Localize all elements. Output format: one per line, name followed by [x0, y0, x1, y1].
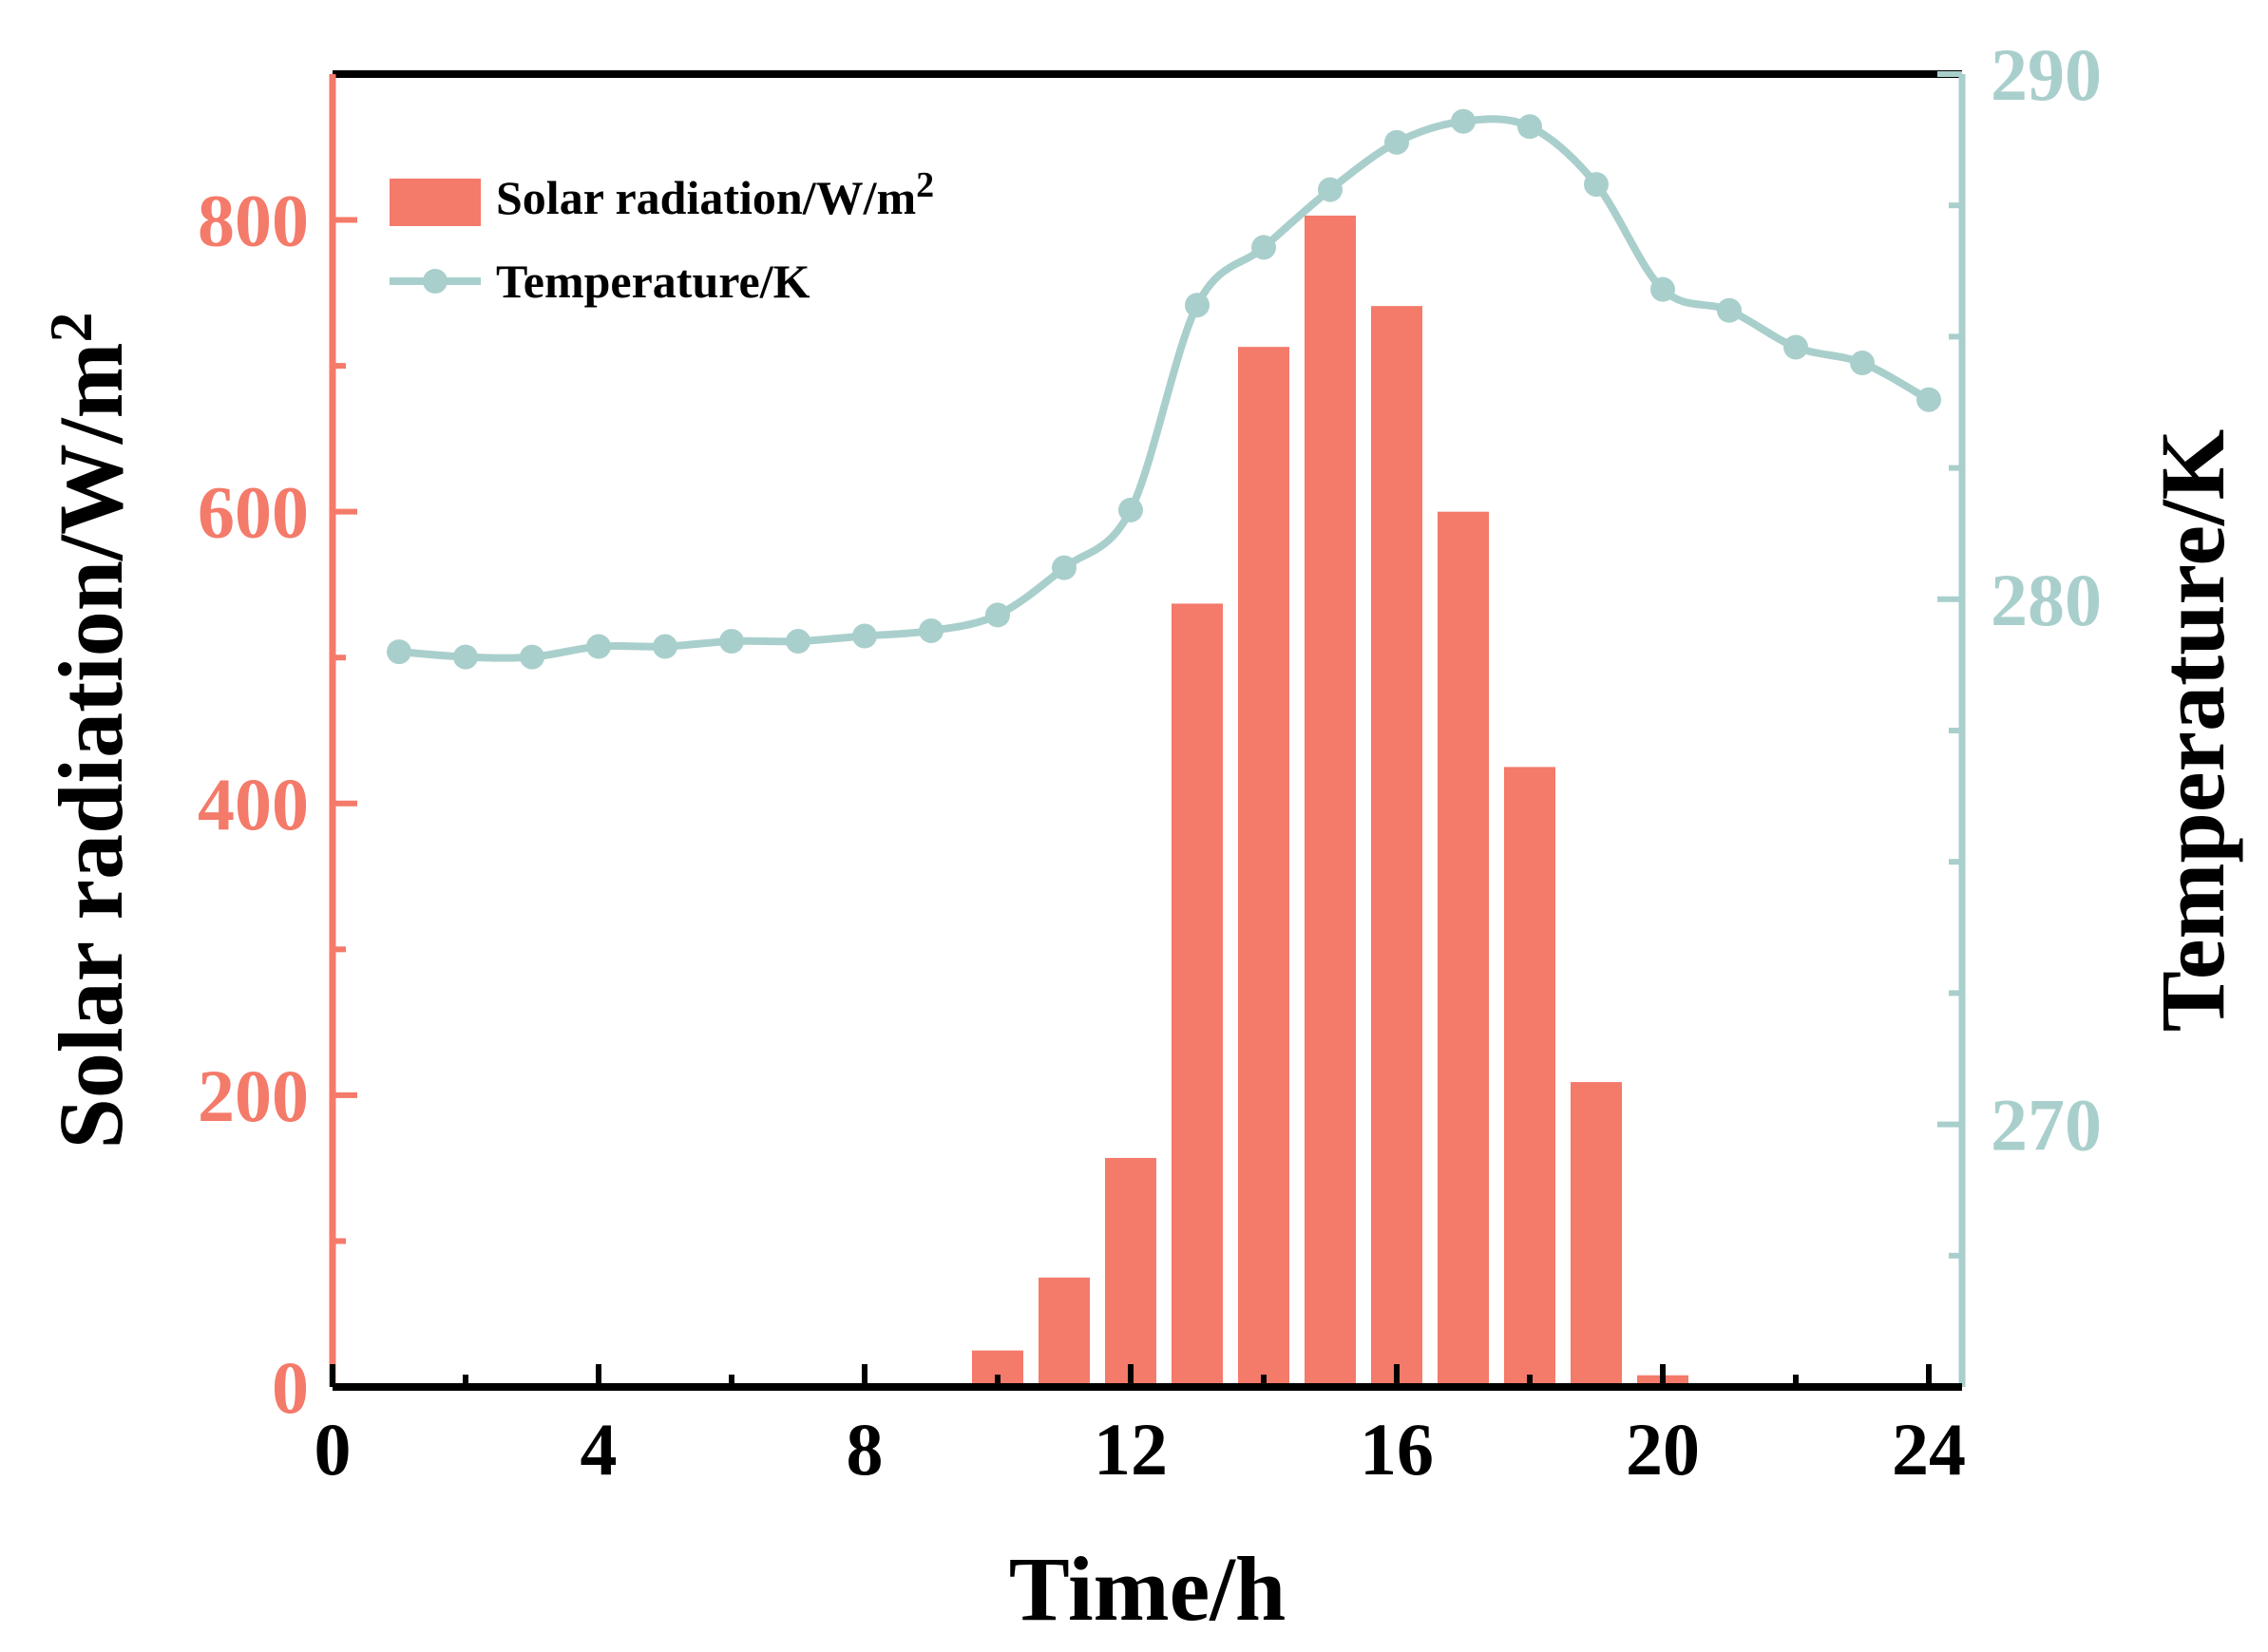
temperature-point-7: [786, 629, 810, 655]
axes: 0 200 400 600 800 270 280 290 0 4 8 12 16 20 24: [198, 33, 2102, 1491]
temperature-point-8: [852, 623, 877, 649]
bar-12: [1105, 1157, 1156, 1387]
bottom-axis-tick-label: 12: [1094, 1408, 1168, 1491]
x-axis-title: Time/h: [1009, 1538, 1286, 1640]
temperature-point-9: [919, 617, 943, 643]
legend-label-solar-sup: 2: [916, 165, 934, 205]
temperature-point-24: [1916, 387, 1941, 412]
bar-14: [1238, 347, 1289, 1387]
right-axis-title: Temperature/K: [2142, 429, 2243, 1033]
legend-bar-swatch: [390, 179, 481, 226]
bar-16: [1371, 306, 1422, 1387]
bottom-axis-tick-label: 16: [1360, 1408, 1434, 1491]
temperature-point-23: [1850, 351, 1875, 376]
left-axis-title-base: Solar radiation/W/m: [40, 343, 142, 1149]
legend-label-solar: Solar radiation/W/m2: [496, 165, 934, 224]
left-axis-tick-label: 200: [198, 1054, 309, 1137]
legend: Solar radiation/W/m2 Temperature/K: [390, 165, 934, 308]
temperature-point-19: [1584, 172, 1609, 198]
bar-19: [1571, 1082, 1622, 1387]
temperature-point-4: [586, 634, 611, 659]
bar-11: [1039, 1277, 1090, 1387]
temperature-point-6: [719, 629, 744, 655]
bottom-axis-tick-label: 0: [314, 1408, 352, 1491]
temperature-point-18: [1517, 114, 1542, 140]
axis-titles: Time/h Solar radiation/W/m2 Temperature/K: [37, 313, 2243, 1640]
temperature-point-17: [1451, 108, 1476, 134]
temperature-point-20: [1650, 276, 1675, 302]
bar-series: [972, 215, 1688, 1388]
temperature-point-16: [1384, 129, 1409, 155]
bar-15: [1305, 215, 1356, 1388]
bar-13: [1172, 603, 1223, 1387]
right-axis-tick-label: 290: [1991, 33, 2102, 116]
temperature-point-13: [1185, 293, 1210, 318]
temperature-point-14: [1251, 235, 1276, 260]
temperature-series: [387, 108, 1941, 670]
left-axis-tick-label: 800: [198, 180, 309, 262]
temperature-point-1: [387, 639, 411, 665]
bar-18: [1504, 767, 1555, 1387]
bottom-axis-tick-label: 24: [1892, 1408, 1966, 1491]
left-axis-title: Solar radiation/W/m2: [37, 313, 142, 1149]
left-axis-tick-label: 600: [198, 471, 309, 554]
temperature-point-11: [1052, 555, 1077, 580]
temperature-point-22: [1783, 334, 1808, 360]
temperature-point-3: [520, 644, 544, 670]
bottom-axis-tick-label: 8: [847, 1408, 884, 1491]
bottom-axis-tick-label: 4: [581, 1408, 618, 1491]
temperature-point-15: [1318, 177, 1343, 202]
legend-label-temperature: Temperature/K: [496, 255, 810, 308]
bar-17: [1438, 511, 1489, 1387]
temperature-point-21: [1717, 297, 1742, 323]
right-axis-tick-label: 270: [1991, 1084, 2102, 1167]
legend-line-marker: [423, 269, 448, 294]
temperature-point-5: [653, 634, 677, 659]
temperature-point-2: [453, 644, 478, 670]
left-axis-tick-label: 400: [198, 763, 309, 845]
legend-label-solar-base: Solar radiation/W/m: [496, 171, 916, 224]
left-axis-title-sup: 2: [37, 313, 105, 343]
right-axis-tick-label: 280: [1991, 559, 2102, 641]
left-axis-tick-label: 0: [272, 1346, 309, 1429]
temperature-point-10: [985, 602, 1010, 628]
bottom-axis-tick-label: 20: [1626, 1408, 1700, 1491]
temperature-point-12: [1118, 497, 1143, 522]
